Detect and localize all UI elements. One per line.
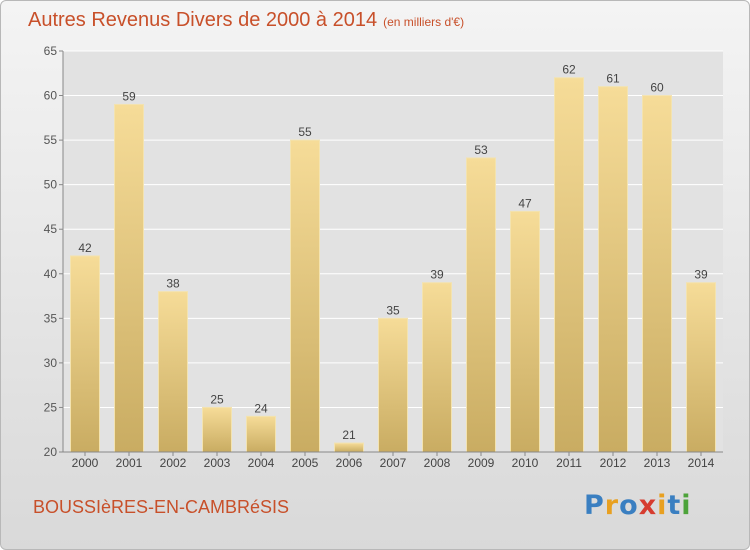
bar-2006: [334, 442, 364, 453]
proxiti-logo: Proxiti: [584, 490, 692, 521]
bar-2014: [686, 282, 716, 453]
logo-letter: i: [681, 490, 692, 521]
data-label: 38: [166, 277, 180, 291]
bar-2010: [510, 210, 540, 453]
data-label: 21: [342, 428, 356, 442]
title-unit: (en milliers d'€): [383, 15, 465, 29]
logo-letter: r: [604, 490, 620, 521]
y-tick-label: 45: [44, 222, 58, 236]
data-label: 55: [298, 125, 312, 139]
y-tick-label: 35: [44, 311, 58, 325]
bar-2012: [598, 86, 628, 453]
data-label: 62: [562, 63, 576, 77]
bar-2001: [114, 103, 144, 453]
x-tick-label: 2013: [644, 456, 671, 470]
logo-letter: o: [619, 490, 639, 521]
y-tick-label: 30: [44, 356, 58, 370]
data-label: 42: [78, 241, 92, 255]
logo-letter: x: [638, 490, 658, 521]
data-label: 53: [474, 143, 488, 157]
x-tick-label: 2007: [380, 456, 407, 470]
x-tick-label: 2000: [72, 456, 99, 470]
x-tick-label: 2012: [600, 456, 627, 470]
logo-letter: i: [657, 490, 668, 521]
x-tick-label: 2010: [512, 456, 539, 470]
bar-2002: [158, 291, 188, 453]
title-text: Autres Revenus Divers de 2000 à 2014: [28, 9, 378, 31]
x-tick-label: 2011: [556, 456, 582, 470]
bar-2007: [378, 317, 408, 453]
y-tick-label: 40: [44, 267, 58, 281]
x-tick-label: 2005: [292, 456, 319, 470]
x-tick-label: 2003: [204, 456, 231, 470]
x-tick-label: 2014: [688, 456, 715, 470]
bar-2013: [642, 95, 672, 453]
data-label: 60: [650, 81, 664, 95]
data-label: 35: [386, 303, 400, 317]
data-label: 25: [210, 392, 224, 406]
town-name: BOUSSIèRES-EN-CAMBRéSIS: [33, 497, 290, 517]
x-tick-label: 2001: [116, 456, 143, 470]
x-tick-label: 2006: [336, 456, 363, 470]
bar-2011: [554, 77, 584, 453]
bar-2009: [466, 157, 496, 453]
y-tick-label: 25: [44, 400, 58, 414]
bar-2004: [246, 415, 276, 453]
bar-2003: [202, 406, 232, 453]
x-tick-label: 2008: [424, 456, 451, 470]
data-label: 59: [122, 89, 136, 103]
data-label: 24: [254, 401, 268, 415]
y-tick-label: 20: [44, 445, 58, 459]
bar-2005: [290, 139, 320, 453]
chart-title: Autres Revenus Divers de 2000 à 2014 (en …: [28, 9, 464, 32]
y-tick-label: 60: [44, 89, 58, 103]
bar-2000: [70, 255, 100, 453]
data-label: 47: [518, 196, 532, 210]
logo-letter: t: [667, 490, 682, 521]
bar-2008: [422, 282, 452, 453]
logo-letter: P: [584, 490, 605, 521]
x-tick-label: 2009: [468, 456, 495, 470]
y-tick-label: 65: [44, 44, 58, 58]
x-tick-label: 2004: [248, 456, 275, 470]
data-label: 39: [430, 268, 444, 282]
data-label: 61: [606, 72, 620, 86]
y-tick-label: 50: [44, 178, 58, 192]
x-tick-label: 2002: [160, 456, 187, 470]
y-tick-label: 55: [44, 133, 58, 147]
data-label: 39: [694, 268, 708, 282]
